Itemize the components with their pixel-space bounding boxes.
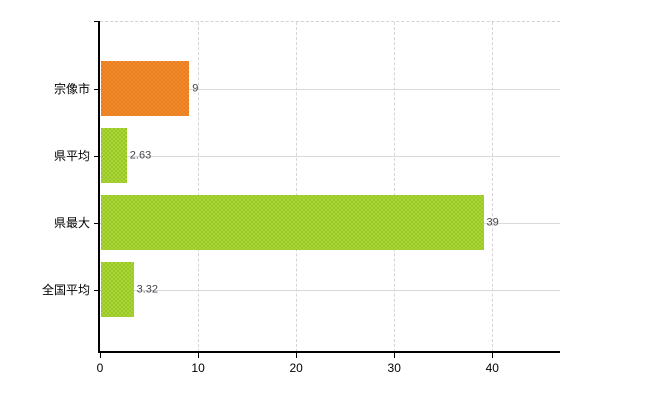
x-axis-tick [296,353,298,358]
y-axis [98,22,100,353]
gridline-horizontal [100,155,560,157]
bar-value-label: 39 [486,216,499,228]
y-axis-tick [94,289,100,291]
category-label: 全国平均 [41,282,90,297]
category-label: 県平均 [53,148,90,163]
x-tick-label: 40 [485,361,499,375]
x-tick-label: 20 [289,361,303,375]
bar [101,262,134,317]
y-axis-tick [94,155,100,157]
x-axis-tick [198,353,200,358]
bar-value-label: 3.32 [136,283,158,295]
y-axis-tick [94,222,100,224]
y-axis-tick [94,88,100,90]
x-axis-tick [100,353,101,358]
y-axis-tick [94,21,100,22]
gridline-vertical [394,22,396,352]
bar-value-label: 2.63 [129,149,152,161]
bar [101,195,484,250]
category-label: 県最大 [53,215,90,230]
x-tick-label: 0 [96,361,104,375]
category-label: 宗像市 [53,81,90,96]
gridline-horizontal [100,88,560,90]
bar [101,61,190,116]
bar-value-label: 9 [192,82,199,94]
gridline-vertical [296,22,298,352]
x-axis-tick [492,353,494,358]
x-tick-label: 10 [191,361,205,375]
gridline-horizontal [100,289,560,291]
x-axis-tick [394,353,396,358]
x-tick-label: 30 [387,361,401,375]
bar [101,128,127,183]
plot-top-border [100,21,560,22]
gridline-vertical [198,22,200,352]
gridline-vertical [492,22,494,352]
x-axis [98,351,560,353]
